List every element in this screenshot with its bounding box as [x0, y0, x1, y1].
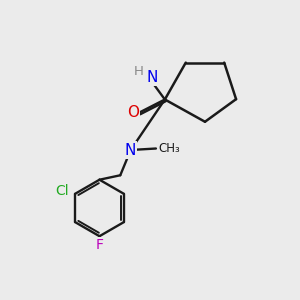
Text: N: N — [146, 70, 158, 85]
Text: O: O — [127, 105, 139, 120]
Text: N: N — [125, 142, 136, 158]
Text: H: H — [134, 65, 144, 78]
Text: Cl: Cl — [56, 184, 69, 199]
Text: F: F — [95, 238, 104, 252]
Text: CH₃: CH₃ — [158, 142, 180, 155]
